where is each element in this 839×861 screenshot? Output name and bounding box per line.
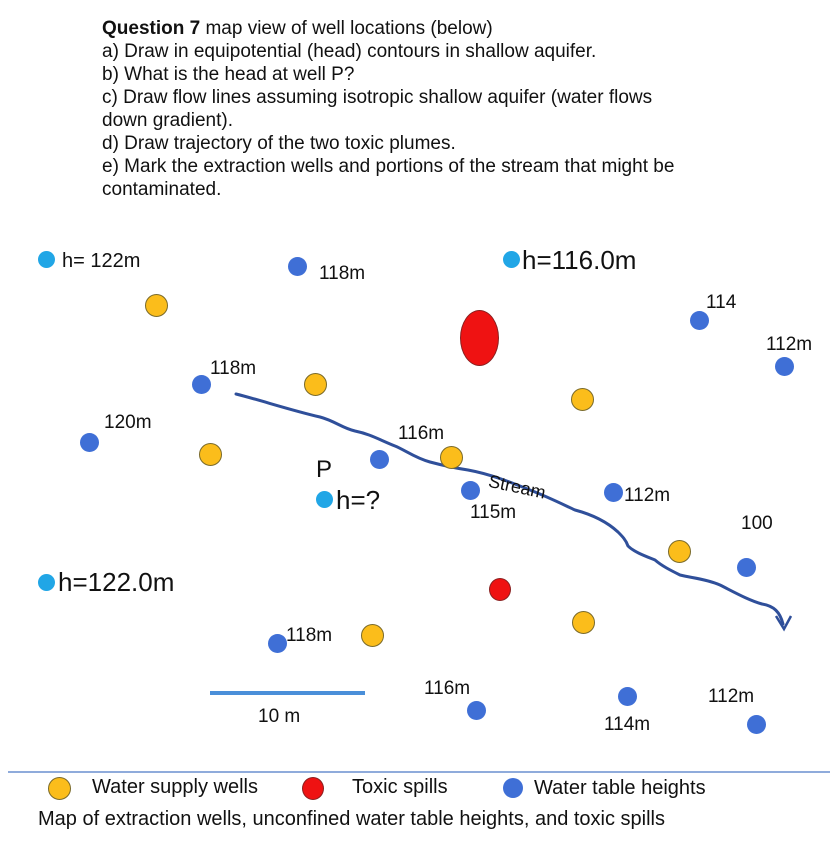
- label-112-mid: 112m: [624, 485, 671, 506]
- label-114-top: 114: [706, 292, 737, 313]
- water-table-well-118-bottom: [268, 634, 287, 653]
- label-115: 115m: [470, 502, 517, 523]
- question-text: Question 7 map view of well locations (b…: [102, 17, 802, 201]
- label-118-top: 118m: [319, 263, 366, 284]
- legend-table-icon: [503, 778, 523, 798]
- head-label-116: h=116.0m: [522, 245, 637, 275]
- water-supply-well-7: [572, 611, 595, 634]
- water-table-well-120: [80, 433, 99, 452]
- label-118-bottom: 118m: [286, 625, 333, 646]
- water-table-well-114-top: [690, 311, 709, 330]
- scale-label: 10 m: [258, 706, 301, 727]
- water-supply-well-5: [571, 388, 594, 411]
- stream-arrowhead: [774, 615, 793, 632]
- water-supply-well-1: [145, 294, 168, 317]
- label-112-bottom: 112m: [708, 686, 755, 707]
- legend-spill-icon: [302, 777, 324, 800]
- water-supply-well-8: [361, 624, 384, 647]
- legend-table-label: Water table heights: [534, 777, 706, 799]
- water-supply-well-2: [304, 373, 327, 396]
- water-table-well-116-bottom: [467, 701, 486, 720]
- water-table-well-112-bottom: [747, 715, 766, 734]
- water-table-well-115: [461, 481, 480, 500]
- question-title: Question 7 map view of well locations (b…: [102, 18, 493, 39]
- water-table-well-116-mid: [370, 450, 389, 469]
- well-p-label: P: [316, 456, 333, 483]
- label-114-bottom: 114m: [604, 714, 651, 735]
- question-line-e2: contaminated.: [102, 179, 222, 200]
- known-head-well-w: [38, 574, 55, 591]
- question-line-c2: down gradient).: [102, 110, 233, 131]
- water-table-well-112-mid: [604, 483, 623, 502]
- water-supply-well-4: [440, 446, 463, 469]
- label-116-mid: 116m: [398, 423, 445, 444]
- legend-caption: Map of extraction wells, unconfined wate…: [38, 808, 666, 830]
- head-label-122-left: h=122.0m: [58, 567, 175, 597]
- question-line-b: b) What is the head at well P?: [102, 64, 355, 85]
- water-table-well-114-bottom: [618, 687, 637, 706]
- well-p-head: h=?: [336, 485, 381, 515]
- well-p: [316, 491, 333, 508]
- water-table-well-112-right: [775, 357, 794, 376]
- toxic-spill-small: [489, 578, 511, 601]
- question-line-d: d) Draw trajectory of the two toxic plum…: [102, 133, 456, 154]
- head-label-122-top: h= 122m: [62, 250, 141, 272]
- label-100: 100: [741, 513, 773, 534]
- label-116-bottom: 116m: [424, 678, 471, 699]
- water-table-well-100: [737, 558, 756, 577]
- legend-spill-label: Toxic spills: [352, 776, 448, 798]
- question-line-a: a) Draw in equipotential (head) contours…: [102, 41, 597, 62]
- known-head-well-nw: [38, 251, 55, 268]
- water-supply-well-3: [199, 443, 222, 466]
- stream-line: [234, 392, 785, 626]
- label-118-left: 118m: [210, 358, 257, 379]
- question-line-c: c) Draw flow lines assuming isotropic sh…: [102, 87, 653, 108]
- water-supply-well-6: [668, 540, 691, 563]
- toxic-spill-large: [460, 310, 499, 366]
- label-112-right: 112m: [766, 334, 813, 355]
- water-table-well-118-top: [288, 257, 307, 276]
- question-line-e: e) Mark the extraction wells and portion…: [102, 156, 675, 177]
- legend-supply-icon: [48, 777, 71, 800]
- known-head-well-ne: [503, 251, 520, 268]
- legend-supply-label: Water supply wells: [92, 776, 258, 798]
- label-120: 120m: [104, 412, 152, 433]
- water-table-well-118-left: [192, 375, 211, 394]
